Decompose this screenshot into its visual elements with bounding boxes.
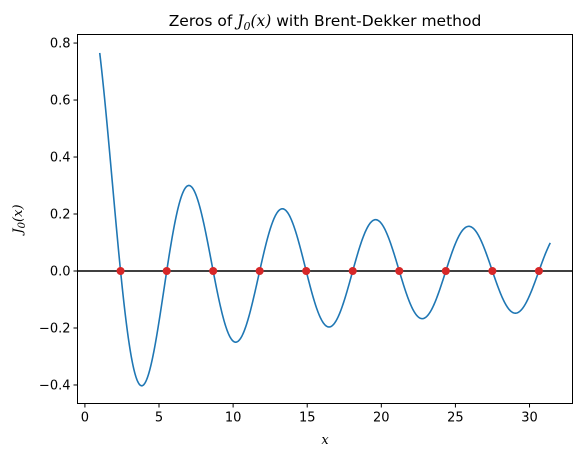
zero-point — [441, 267, 450, 276]
y-tick-label: −0.2 — [39, 321, 71, 336]
x-tick-label: 5 — [155, 411, 163, 426]
zero-point — [116, 267, 125, 276]
x-axis-label: x — [321, 433, 329, 448]
x-tick-label: 30 — [521, 411, 538, 426]
zero-point — [255, 267, 264, 276]
j0-curve — [98, 52, 551, 387]
y-axis-label: J0(x) — [11, 204, 28, 236]
y-tick-label: 0.2 — [50, 208, 71, 223]
zero-point — [302, 267, 311, 276]
y-tick-label: 0.8 — [50, 37, 71, 52]
zero-point — [534, 267, 543, 276]
y-tick-label: −0.4 — [39, 378, 71, 393]
x-tick-label: 20 — [373, 411, 390, 426]
axes-frame — [77, 34, 573, 404]
x-tick-label: 0 — [81, 411, 89, 426]
y-tick-label: 0.0 — [50, 265, 71, 280]
x-tick-label: 25 — [447, 411, 464, 426]
zero-point — [348, 267, 357, 276]
x-tick-label: 15 — [299, 411, 316, 426]
zero-point — [395, 267, 404, 276]
x-tick-label: 10 — [225, 411, 242, 426]
plot-area — [77, 52, 573, 387]
zero-point — [209, 267, 218, 276]
y-tick-label: 0.6 — [50, 94, 71, 109]
zero-point — [162, 267, 171, 276]
zero-point — [488, 267, 497, 276]
chart-title: Zeros of J0(x) with Brent-Dekker method — [169, 12, 482, 33]
x-axis: 0 5 10 15 20 25 30 — [81, 403, 538, 426]
y-tick-label: 0.4 — [50, 151, 71, 166]
y-axis: −0.4 −0.2 0.0 0.2 0.4 0.6 0.8 — [39, 37, 78, 393]
